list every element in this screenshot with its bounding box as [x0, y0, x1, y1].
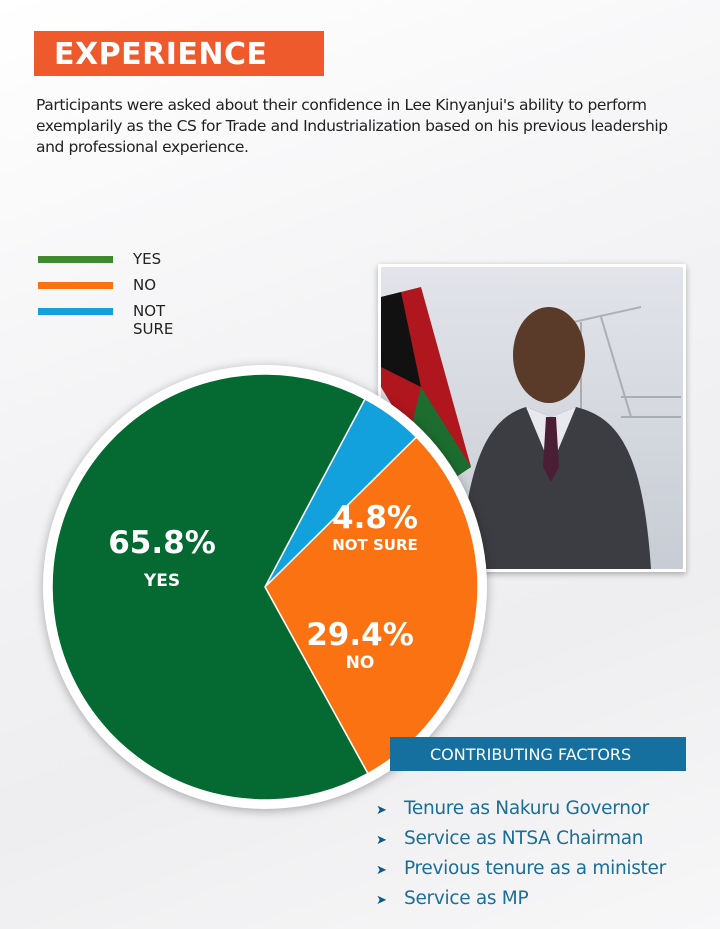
section-title-banner: EXPERIENCE — [34, 31, 324, 76]
factors-list: ➤ Tenure as Nakuru Governor ➤ Service as N… — [376, 798, 666, 918]
contributing-factors-header: CONTRIBUTING FACTORS — [390, 737, 686, 771]
arrow-bullet-icon: ➤ — [376, 833, 387, 848]
legend-label-not-sure: NOT SURE — [133, 302, 174, 338]
slice-label-no: 29.4% NO — [285, 617, 435, 673]
pie-slice-yes — [51, 373, 369, 801]
factor-text: Service as MP — [404, 888, 529, 909]
category-label-no: NO — [345, 653, 375, 673]
arrow-bullet-icon: ➤ — [376, 803, 387, 818]
arrow-bullet-icon: ➤ — [376, 893, 387, 908]
factor-text: Previous tenure as a minister — [404, 858, 666, 879]
legend-label-yes: YES — [133, 250, 162, 268]
factor-text: Tenure as Nakuru Governor — [404, 798, 649, 819]
legend-swatch-no — [38, 282, 113, 289]
list-item: ➤ Previous tenure as a minister — [376, 858, 666, 888]
legend-swatch-not-sure — [38, 308, 113, 315]
slice-label-yes: 65.8% YES — [92, 525, 232, 591]
value-label-no: 29.4% — [306, 617, 414, 653]
list-item: ➤ Service as NTSA Chairman — [376, 828, 666, 858]
legend-label-no: NO — [133, 276, 157, 294]
factor-text: Service as NTSA Chairman — [404, 828, 644, 849]
intro-text: Participants were asked about their conf… — [36, 96, 668, 156]
category-label-not-sure: NOT SURE — [332, 536, 418, 554]
list-item: ➤ Tenure as Nakuru Governor — [376, 798, 666, 828]
value-label-not-sure: 4.8% — [332, 500, 418, 536]
category-label-yes: YES — [143, 571, 181, 591]
legend-swatch-yes — [38, 256, 113, 263]
value-label-yes: 65.8% — [108, 525, 216, 561]
list-item: ➤ Service as MP — [376, 888, 666, 918]
section-title: EXPERIENCE — [54, 37, 268, 72]
arrow-bullet-icon: ➤ — [376, 863, 387, 878]
contributing-factors-title: CONTRIBUTING FACTORS — [430, 745, 632, 764]
slice-label-not-sure: 4.8% NOT SURE — [300, 500, 450, 554]
